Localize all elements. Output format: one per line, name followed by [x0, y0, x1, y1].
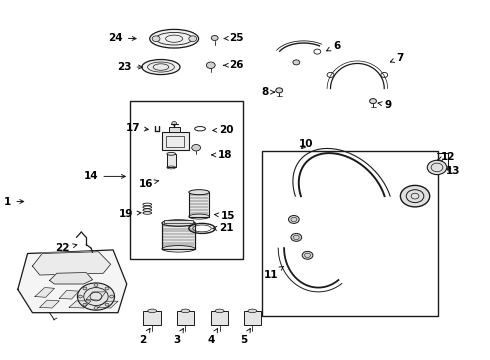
Ellipse shape: [189, 190, 209, 195]
Circle shape: [83, 303, 87, 306]
Circle shape: [152, 36, 160, 41]
Text: 12: 12: [438, 152, 455, 162]
Circle shape: [172, 122, 176, 125]
Polygon shape: [86, 292, 106, 300]
Text: 13: 13: [445, 166, 460, 176]
Circle shape: [94, 307, 98, 310]
Text: 11: 11: [264, 266, 284, 280]
Text: 4: 4: [207, 329, 218, 345]
Bar: [169, 127, 180, 132]
Text: 19: 19: [119, 209, 141, 219]
Ellipse shape: [148, 309, 157, 313]
Bar: [167, 154, 175, 167]
Circle shape: [369, 99, 376, 104]
Circle shape: [400, 185, 430, 207]
Bar: [164, 220, 193, 223]
Circle shape: [289, 216, 299, 224]
Circle shape: [78, 295, 82, 298]
Circle shape: [189, 36, 196, 41]
Bar: [166, 135, 184, 147]
Circle shape: [192, 144, 200, 151]
Ellipse shape: [248, 309, 257, 313]
Polygon shape: [69, 301, 91, 308]
Polygon shape: [49, 273, 93, 284]
Circle shape: [105, 287, 109, 290]
Text: 23: 23: [117, 62, 143, 72]
Ellipse shape: [142, 59, 180, 75]
Text: 17: 17: [125, 123, 148, 133]
Bar: [244, 311, 261, 325]
Text: 3: 3: [173, 329, 183, 345]
Circle shape: [94, 284, 98, 287]
Ellipse shape: [147, 62, 174, 72]
Circle shape: [302, 251, 313, 259]
Polygon shape: [98, 301, 118, 308]
Polygon shape: [35, 288, 54, 297]
Text: 15: 15: [215, 211, 235, 221]
Circle shape: [62, 253, 86, 271]
Circle shape: [110, 295, 114, 298]
Circle shape: [105, 303, 109, 306]
Text: 21: 21: [213, 224, 234, 233]
Bar: [162, 223, 195, 249]
Text: 7: 7: [390, 53, 404, 63]
Circle shape: [206, 62, 215, 68]
Circle shape: [276, 88, 283, 93]
Bar: [189, 192, 209, 217]
Circle shape: [77, 283, 115, 310]
Text: 22: 22: [55, 243, 77, 253]
Ellipse shape: [181, 309, 190, 313]
Polygon shape: [59, 291, 79, 299]
Ellipse shape: [162, 220, 195, 226]
Circle shape: [83, 287, 87, 290]
Bar: [211, 311, 228, 325]
Polygon shape: [32, 252, 111, 275]
Polygon shape: [40, 300, 59, 308]
Bar: [162, 132, 189, 149]
Circle shape: [293, 60, 300, 65]
Bar: [144, 311, 161, 325]
Ellipse shape: [167, 152, 175, 155]
Text: 24: 24: [108, 33, 136, 43]
Text: 25: 25: [224, 33, 244, 43]
Circle shape: [427, 160, 447, 175]
Bar: [176, 311, 194, 325]
Ellipse shape: [215, 309, 224, 313]
Text: 26: 26: [224, 60, 244, 70]
Bar: [130, 101, 243, 259]
Polygon shape: [18, 250, 127, 313]
Text: 5: 5: [240, 329, 250, 345]
Text: 2: 2: [139, 328, 150, 345]
Text: 14: 14: [84, 171, 125, 181]
Text: 1: 1: [4, 197, 24, 207]
Text: 10: 10: [299, 139, 313, 149]
Text: 6: 6: [326, 41, 340, 51]
Ellipse shape: [150, 30, 198, 48]
Circle shape: [291, 233, 302, 241]
Text: 8: 8: [261, 87, 274, 97]
Text: 16: 16: [139, 179, 159, 189]
Text: 9: 9: [378, 100, 392, 110]
Bar: [262, 151, 438, 316]
Text: 18: 18: [212, 150, 233, 160]
Circle shape: [211, 36, 218, 41]
Text: 20: 20: [213, 125, 234, 135]
